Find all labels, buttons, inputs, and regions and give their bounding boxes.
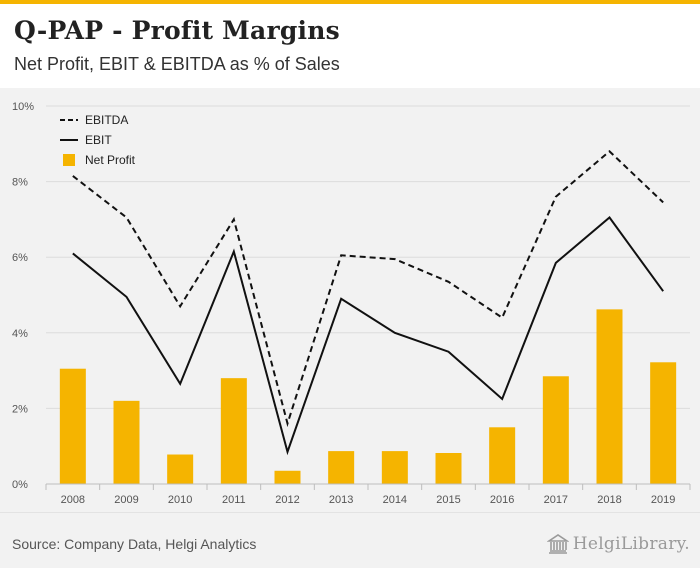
footer: Source: Company Data, Helgi Analytics He… bbox=[0, 512, 700, 568]
net-profit-bar[interactable] bbox=[489, 427, 516, 484]
x-tick-label: 2008 bbox=[61, 494, 85, 506]
profit-margins-chart: 0% 2% 4% 6% 8% 10% 2008 2009 2010 2011 2012 2013 201… bbox=[12, 101, 691, 506]
source-note: Source: Company Data, Helgi Analytics bbox=[12, 536, 257, 552]
page-subtitle: Net Profit, EBIT & EBITDA as % of Sales bbox=[14, 54, 340, 74]
logo-text: HelgiLibrary. bbox=[572, 534, 690, 554]
series-lines bbox=[72, 150, 664, 456]
x-tick-label: 2013 bbox=[329, 494, 353, 506]
net-profit-bar[interactable] bbox=[274, 470, 301, 484]
x-tick-label: 2019 bbox=[651, 494, 675, 506]
x-tick-label: 2014 bbox=[383, 494, 407, 506]
y-tick-label: 0% bbox=[12, 479, 28, 491]
net-profit-bar[interactable] bbox=[220, 378, 247, 484]
net-profit-bar[interactable] bbox=[596, 309, 623, 484]
net-profit-bar[interactable] bbox=[381, 451, 408, 484]
y-tick-label: 10% bbox=[12, 101, 34, 113]
grid-lines bbox=[46, 105, 690, 409]
net-profit-bar[interactable] bbox=[328, 451, 355, 484]
legend-label: EBIT bbox=[85, 133, 112, 147]
y-tick-label: 8% bbox=[12, 177, 28, 189]
net-profit-bar[interactable] bbox=[542, 376, 569, 484]
chart-area: 0% 2% 4% 6% 8% 10% 2008 2009 2010 2011 2012 2013 201… bbox=[0, 88, 700, 512]
x-tick-label: 2017 bbox=[544, 494, 568, 506]
y-tick-label: 4% bbox=[12, 328, 28, 340]
x-tick-label: 2015 bbox=[436, 494, 460, 506]
ebit-line[interactable] bbox=[72, 216, 664, 456]
net-profit-bar[interactable] bbox=[435, 453, 462, 484]
header: Q-PAP - Profit Margins Net Profit, EBIT … bbox=[0, 4, 700, 88]
net-profit-bar[interactable] bbox=[167, 454, 194, 484]
net-profit-bars bbox=[59, 309, 677, 484]
library-building-icon bbox=[546, 534, 569, 554]
legend-label: EBITDA bbox=[85, 113, 128, 127]
page-title: Q-PAP - Profit Margins bbox=[14, 16, 340, 45]
y-tick-label: 6% bbox=[12, 252, 28, 264]
net-profit-bar[interactable] bbox=[113, 400, 140, 484]
ebitda-line[interactable] bbox=[72, 150, 664, 428]
x-tick-label: 2018 bbox=[597, 494, 621, 506]
axes: 0% 2% 4% 6% 8% 10% 2008 2009 2010 2011 2012 2013 201… bbox=[12, 101, 691, 506]
accent-bar bbox=[0, 0, 700, 4]
x-tick-label: 2010 bbox=[168, 494, 192, 506]
x-tick-label: 2016 bbox=[490, 494, 514, 506]
helgi-library-logo[interactable]: HelgiLibrary. bbox=[546, 531, 690, 557]
legend: EBITDA EBIT Net Profit bbox=[60, 113, 136, 167]
x-tick-label: 2012 bbox=[275, 494, 299, 506]
y-tick-label: 2% bbox=[12, 403, 28, 415]
legend-swatch-net-profit bbox=[63, 154, 75, 166]
x-tick-label: 2011 bbox=[222, 494, 246, 506]
net-profit-bar[interactable] bbox=[650, 362, 677, 484]
x-tick-label: 2009 bbox=[114, 494, 138, 506]
legend-label: Net Profit bbox=[85, 153, 136, 167]
net-profit-bar[interactable] bbox=[59, 368, 86, 484]
